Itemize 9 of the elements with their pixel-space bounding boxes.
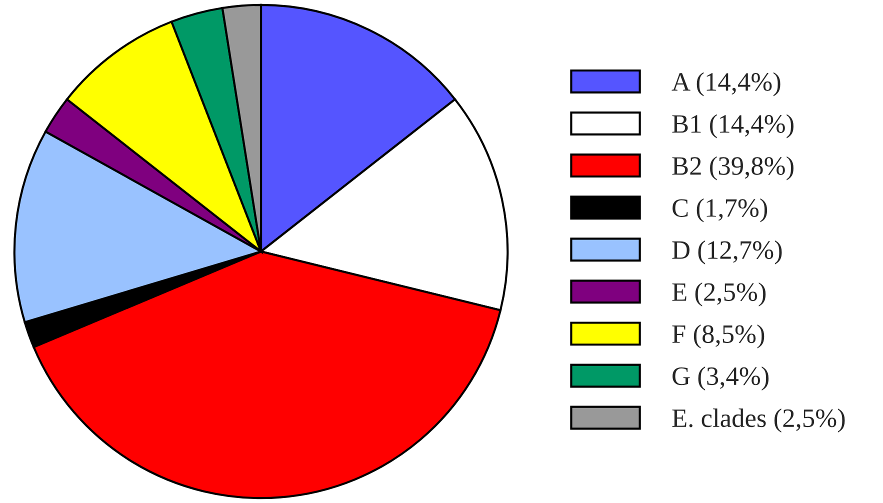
legend-label: E (2,5%) xyxy=(672,282,766,306)
legend-label: B1 (14,4%) xyxy=(672,114,794,138)
legend-label: G (3,4%) xyxy=(672,366,769,390)
legend-label: A (14,4%) xyxy=(672,72,780,96)
legend-label: F (8,5%) xyxy=(672,324,764,348)
legend-label: B2 (39,8%) xyxy=(672,156,794,180)
legend-label: E. clades (2,5%) xyxy=(672,408,845,432)
legend-label: D (12,7%) xyxy=(672,240,782,264)
legend-label: C (1,7%) xyxy=(672,198,768,222)
